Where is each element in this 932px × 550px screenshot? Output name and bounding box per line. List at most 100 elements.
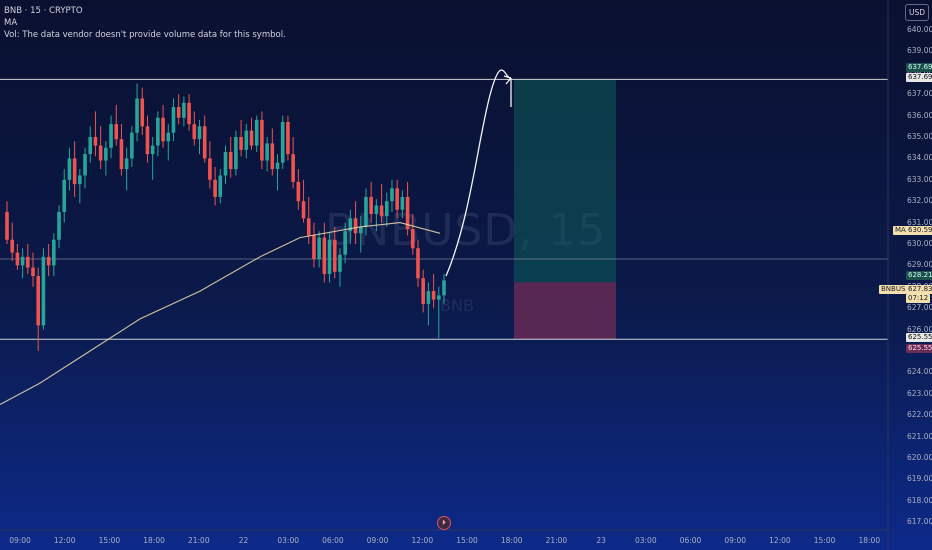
candle-body — [338, 254, 342, 272]
price-tick-label: 629.00 — [907, 260, 932, 270]
take-profit-zone — [514, 79, 616, 283]
entry-tag: 628.21 — [906, 271, 932, 280]
candle-body — [208, 158, 212, 180]
symbol-legend[interactable]: BNB · 15 · CRYPTO — [4, 6, 83, 16]
price-tick-label: 639.00 — [907, 46, 932, 56]
ma-name-tag: MA — [893, 226, 908, 235]
candle-body — [442, 280, 446, 296]
candle-body — [124, 158, 129, 170]
time-tick-label: 15:00 — [98, 536, 121, 545]
candle-body — [15, 252, 20, 266]
candle-body — [249, 130, 254, 146]
price-tick-label: 638.00 — [907, 68, 932, 77]
projection-arrow — [445, 69, 512, 277]
candle-body — [166, 132, 171, 142]
time-tick-label: 18:00 — [500, 536, 523, 545]
candle-body — [182, 102, 186, 118]
candle-body — [358, 226, 363, 234]
candle-body — [150, 145, 155, 155]
candle-body — [109, 124, 113, 148]
candle-body — [46, 256, 51, 266]
candle-body — [187, 102, 191, 125]
time-tick-label: 06:00 — [679, 536, 702, 545]
price-tick-label: 631.00 — [907, 217, 932, 227]
candle-body — [291, 154, 295, 182]
candle-body — [436, 295, 441, 300]
price-tick-label: 623.00 — [907, 388, 932, 398]
price-tick-label: 634.00 — [907, 153, 932, 163]
candle-body — [379, 205, 384, 217]
price-tick-label: 632.00 — [907, 196, 932, 206]
candle-body — [31, 267, 35, 277]
candle-body — [260, 119, 264, 161]
time-tick-label: 03:00 — [277, 536, 299, 545]
candle-body — [270, 143, 275, 170]
candle-body — [280, 122, 285, 163]
currency-button[interactable]: USD — [905, 4, 929, 21]
candle-body — [197, 126, 202, 140]
candle-body — [98, 145, 103, 161]
candle-body — [275, 162, 280, 170]
time-tick-label: 21:00 — [545, 536, 568, 545]
time-tick-label: 03:00 — [634, 536, 657, 545]
ma-legend[interactable]: MA — [4, 18, 18, 28]
candle-body — [301, 201, 306, 219]
candle-body — [176, 107, 181, 118]
price-tick-label: 624.00 — [907, 367, 932, 377]
candle-body — [228, 151, 233, 170]
time-tick-label: 21:00 — [187, 536, 210, 545]
price-tick-label: 618.00 — [907, 495, 932, 505]
candle-body — [296, 181, 301, 202]
moving-average-line — [0, 222, 441, 405]
tp-line-tag: 637.69 — [906, 73, 932, 82]
time-tick-label: 09:00 — [9, 536, 31, 545]
candle-body — [26, 256, 30, 268]
candle-body — [104, 147, 108, 161]
price-tick-label: 640.00 — [907, 25, 932, 34]
candle-body — [218, 175, 223, 197]
price-tick-label: 637.00 — [907, 89, 932, 99]
candle-body — [416, 248, 420, 279]
candle-body — [369, 196, 373, 215]
candle-body — [348, 218, 353, 232]
time-tick-label: 12:00 — [53, 536, 76, 545]
candle-body — [119, 139, 124, 170]
candle-body — [140, 98, 145, 127]
time-tick-label: 18:00 — [143, 536, 165, 545]
last-price-tag: 627.83 — [906, 285, 932, 294]
candle-body — [343, 231, 347, 255]
candle-body — [10, 239, 15, 253]
candle-body — [114, 124, 119, 140]
price-tick-label: 621.00 — [907, 431, 932, 441]
candle-body — [265, 143, 269, 161]
price-tick-label: 626.00 — [907, 324, 932, 334]
candle-body — [405, 196, 410, 230]
volume-legend: Vol: The data vendor doesn't provide vol… — [4, 30, 286, 40]
candle-body — [145, 126, 150, 155]
candle-body — [41, 256, 46, 326]
time-tick-label: 23 — [596, 536, 606, 545]
chart-legend: BNB · 15 · CRYPTO MA Vol: The data vendo… — [4, 5, 286, 41]
price-tick-label: 636.00 — [907, 110, 932, 120]
time-tick-label: 09:00 — [724, 536, 746, 545]
candle-body — [390, 188, 394, 202]
price-tick-label: 627.00 — [907, 303, 932, 313]
price-tick-label: 617.00 — [907, 517, 932, 527]
candle-body — [234, 137, 238, 170]
time-tick-label: 15:00 — [813, 536, 836, 545]
candle-body — [5, 211, 9, 240]
candle-body — [202, 126, 207, 159]
time-tick-label: 06:00 — [322, 536, 344, 545]
stop-bottom-tag: 625.55 — [906, 344, 932, 353]
time-tick-label: 15:00 — [456, 536, 478, 545]
chart-jump-icon[interactable]: ⏵ — [437, 516, 451, 530]
candle-body — [223, 151, 228, 176]
candle-body — [254, 119, 259, 146]
time-tick-label: 12:00 — [769, 536, 791, 545]
candle-body — [36, 276, 41, 326]
candle-body — [431, 291, 436, 300]
candle-body — [78, 175, 82, 185]
last-price-symbol-tag: BNBUSD — [879, 285, 913, 294]
